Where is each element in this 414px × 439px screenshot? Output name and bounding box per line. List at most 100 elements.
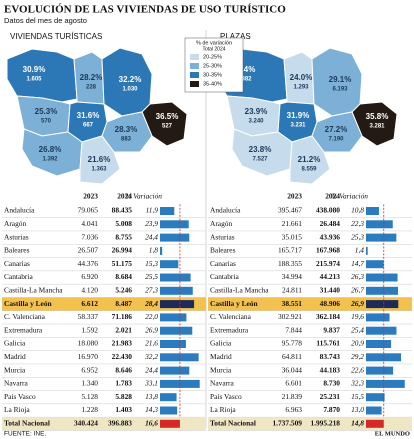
variation-label: 24,4: [145, 232, 158, 241]
region-count: 883: [121, 137, 132, 143]
region-count: 667: [83, 123, 94, 129]
value-2023: 21.839: [282, 392, 303, 401]
region-count: 527: [162, 124, 173, 130]
variation-bar: [366, 207, 379, 215]
variation-bar: [160, 286, 193, 295]
legend-swatch: [190, 54, 199, 60]
source: FUENTE: INE.: [4, 431, 46, 438]
region-pct: 31.9%: [287, 111, 310, 120]
region-pct: 28.3%: [115, 125, 138, 134]
value-2024: 48.906: [320, 299, 341, 308]
legend-swatch: [190, 81, 199, 87]
variation-bar: [366, 419, 384, 428]
value-2023: 1.737.509: [272, 419, 302, 428]
variation-bar: [366, 340, 392, 348]
region-count: 7.190: [328, 137, 344, 143]
row-name: La Rioja: [210, 405, 236, 414]
variation-bar: [160, 406, 178, 415]
row-name: Cantabria: [210, 272, 239, 281]
row-name: Asturias: [4, 232, 29, 241]
row-name: País Vasco: [210, 392, 242, 401]
variation-label: 22,0: [145, 312, 158, 321]
variation-label: 27,3: [145, 286, 158, 295]
row-name: Murcia: [210, 365, 232, 374]
map-region: [79, 135, 121, 185]
legend-label: 30-35%: [203, 72, 222, 78]
value-2024: 7.870: [323, 405, 340, 414]
value-2023: 5.128: [81, 392, 98, 401]
variation-label: 26,9: [350, 299, 364, 308]
region-count: 1.392: [42, 157, 58, 163]
variation-label: 11,9: [146, 206, 159, 215]
region-pct: 30.4%: [233, 65, 256, 74]
variation-bar: [160, 233, 190, 242]
region-pct: 27.2%: [325, 125, 348, 134]
variation-label: 26,7: [351, 286, 364, 295]
row-name: Baleares: [4, 246, 30, 255]
row-name: C. Valenciana: [210, 312, 252, 321]
variation-bar: [160, 326, 193, 335]
highlight-row: [208, 297, 412, 311]
value-2023: 302.921: [278, 312, 302, 321]
value-2024: 1.783: [115, 379, 132, 388]
map-title: VIVIENDAS TURÍSTICAS: [10, 32, 102, 41]
variation-label: 25,4: [351, 325, 364, 334]
variation-label: 14,8: [351, 419, 364, 428]
row-name: Castilla-La Mancha: [4, 286, 63, 295]
value-2024: 8.730: [323, 379, 340, 388]
region-count: 1.363: [91, 167, 107, 173]
region-count: 1.293: [293, 85, 309, 91]
variation-label: 20,9: [351, 339, 364, 348]
row-name: Asturias: [210, 232, 235, 241]
value-2024: 8.487: [115, 299, 132, 308]
value-2024: 43.936: [320, 232, 341, 241]
row-name: País Vasco: [4, 392, 36, 401]
value-2024: 362.184: [316, 312, 340, 321]
value-2023: 18.080: [78, 339, 99, 348]
region-count: 8.559: [301, 167, 317, 173]
region-count: 228: [86, 85, 97, 91]
value-2024: 26.994: [112, 246, 133, 255]
region-pct: 24.0%: [290, 73, 313, 82]
value-2024: 5.828: [115, 392, 132, 401]
variation-label: 25,3: [351, 232, 364, 241]
region-count: 1.030: [122, 87, 138, 93]
value-2023: 38.551: [282, 299, 303, 308]
legend-swatch: [190, 63, 199, 69]
row-name: C. Valenciana: [4, 312, 46, 321]
region-pct: 21.6%: [88, 155, 111, 164]
value-2023: 21.661: [282, 219, 303, 228]
column-header: % Variación: [331, 192, 368, 201]
variation-label: 33,1: [144, 379, 158, 388]
legend-swatch: [190, 72, 199, 78]
row-name: Castilla-La Mancha: [210, 286, 269, 295]
row-name: Galicia: [4, 339, 26, 348]
region-pct: 36.5%: [156, 112, 179, 121]
value-2023: 4.120: [81, 286, 98, 295]
region-pct: 32.2%: [119, 75, 142, 84]
variation-label: 26,3: [351, 272, 364, 281]
row-name: Murcia: [4, 365, 26, 374]
legend-label: 25-30%: [203, 63, 222, 69]
variation-bar: [160, 366, 190, 375]
value-2024: 1.995.218: [310, 419, 340, 428]
variation-bar: [160, 273, 191, 282]
value-2024: 5.008: [115, 219, 132, 228]
column-header: 2024: [325, 192, 340, 201]
variation-label: 13,0: [351, 405, 364, 414]
value-2023: 26.507: [78, 246, 99, 255]
column-header: 2023: [287, 192, 302, 201]
value-2024: 26.484: [320, 219, 341, 228]
value-2024: 44.213: [320, 272, 341, 281]
variation-label: 29,2: [351, 352, 364, 361]
value-2023: 6.920: [81, 272, 98, 281]
variation-label: 22,6: [351, 365, 364, 374]
brand: EL MUNDO: [375, 430, 410, 437]
row-name: Aragón: [4, 219, 26, 228]
region-pct: 26.8%: [39, 145, 62, 154]
region-count: 570: [41, 119, 52, 125]
value-2023: 340.424: [74, 419, 98, 428]
region-pct: 31.6%: [77, 111, 100, 120]
variation-bar: [160, 313, 187, 322]
